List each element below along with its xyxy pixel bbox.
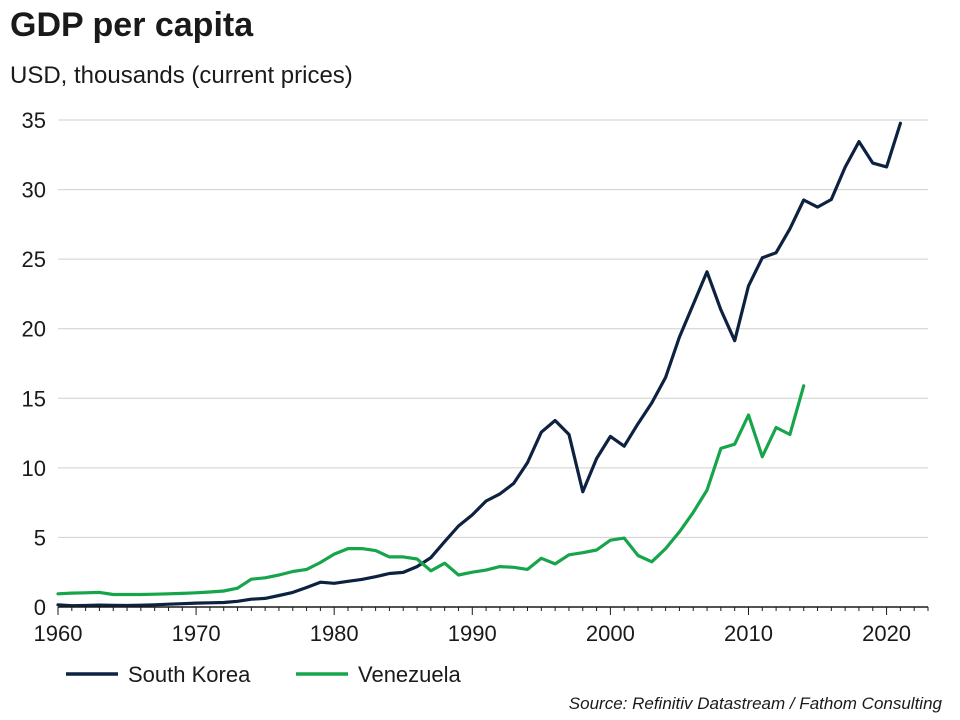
series-line-south-korea bbox=[56, 121, 903, 608]
y-tick-label: 25 bbox=[22, 247, 46, 272]
legend-label-venezuela: Venezuela bbox=[358, 662, 462, 687]
x-tick-label: 1970 bbox=[172, 621, 221, 646]
y-tick-label: 0 bbox=[34, 595, 46, 620]
y-tick-label: 5 bbox=[34, 525, 46, 550]
y-tick-label: 10 bbox=[22, 456, 46, 481]
axes: 0 5 10 15 20 25 30 35 1960 1970 1980 1990 2000 2010 20… bbox=[22, 108, 929, 646]
legend-label-south-korea: South Korea bbox=[128, 662, 251, 687]
x-tick-label: 1980 bbox=[310, 621, 359, 646]
x-tick-label: 2020 bbox=[862, 621, 911, 646]
x-tick-label: 2010 bbox=[724, 621, 773, 646]
y-tick-label: 35 bbox=[22, 108, 46, 133]
y-tick-label: 15 bbox=[22, 386, 46, 411]
chart-subtitle: USD, thousands (current prices) bbox=[10, 62, 353, 89]
y-tick-label: 30 bbox=[22, 178, 46, 203]
gridlines bbox=[58, 119, 928, 538]
x-tick-label: 1960 bbox=[34, 621, 83, 646]
series-lines bbox=[56, 121, 903, 608]
legend: South Korea Venezuela bbox=[66, 662, 462, 687]
x-tick-label: 2000 bbox=[586, 621, 635, 646]
chart-title: GDP per capita bbox=[10, 6, 254, 44]
x-tick-label: 1990 bbox=[448, 621, 497, 646]
y-tick-label: 20 bbox=[22, 317, 46, 342]
series-line-venezuela bbox=[56, 384, 806, 597]
source-note: Source: Refinitiv Datastream / Fathom Co… bbox=[568, 694, 942, 713]
